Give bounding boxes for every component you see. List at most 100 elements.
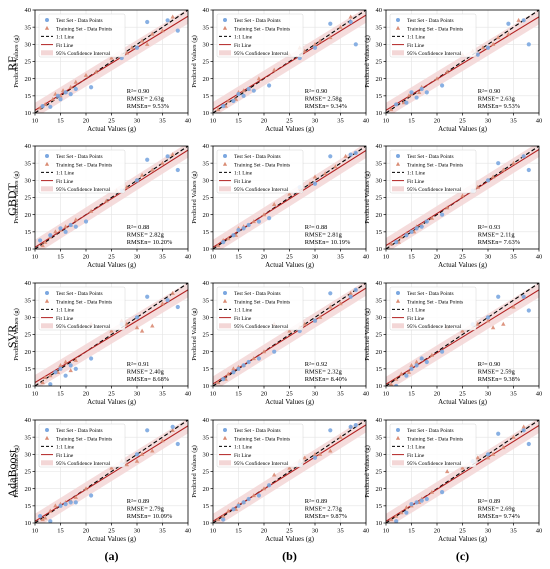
legend-label-train: Training Set - Data Points (56, 436, 112, 442)
train-point (490, 41, 496, 46)
x-tick-label: 10 (210, 528, 217, 535)
y-axis-label: Predicted Values (g) (13, 308, 20, 361)
row-label-gbdt: GBDT (5, 183, 19, 216)
train-point (58, 363, 63, 367)
y-tick-label: 30 (376, 452, 383, 459)
x-tick-label: 25 (459, 528, 466, 535)
identity-line (35, 10, 188, 113)
stats-line-2: RMSEn= 9.34% (305, 103, 348, 110)
data-layer (35, 420, 188, 523)
test-point (521, 294, 526, 299)
x-tick-label: 30 (134, 528, 141, 535)
x-tick-label: 35 (510, 391, 517, 398)
train-point (317, 38, 323, 43)
train-point (124, 462, 129, 467)
x-tick-label: 15 (235, 254, 242, 261)
x-tick-label: 40 (363, 254, 370, 261)
train-point (460, 328, 465, 333)
y-tick-label: 30 (25, 452, 32, 459)
subplot-r1-c0: 10 15 20 25 30 35 40 10 15 20 25 30 35 40 Actual Value… (13, 143, 191, 269)
test-point (145, 294, 150, 299)
test-point (63, 502, 68, 507)
column-label-0: (a) (105, 549, 119, 563)
test-point (58, 97, 63, 102)
x-tick-label: 25 (108, 528, 115, 535)
test-point (409, 366, 414, 371)
test-point (409, 502, 414, 507)
x-tick-label: 20 (83, 528, 90, 535)
column-label-1: (b) (282, 549, 297, 563)
x-tick-label: 30 (134, 254, 141, 261)
legend-box (389, 13, 477, 58)
test-point (496, 294, 501, 299)
legend-box (216, 286, 304, 331)
train-point (139, 38, 145, 43)
stats-line-0: R²= 0.89 (127, 498, 150, 505)
test-point (73, 224, 78, 229)
legend-label-ci: 95% Confidence Interval (234, 460, 289, 467)
train-point (261, 486, 267, 491)
x-tick-label: 40 (363, 391, 370, 398)
y-tick-label: 15 (376, 93, 383, 100)
legend: Test Set - Data Points Training Set - Dat… (216, 423, 304, 468)
x-tick-label: 20 (434, 254, 441, 261)
data-layer (386, 10, 539, 113)
train-point (40, 243, 45, 248)
stats-line-1: RMSE= 2.58g (305, 96, 343, 103)
x-tick-label: 30 (485, 118, 492, 125)
y-axis-label: Predicted Values (g) (191, 308, 198, 361)
legend-label-train: Training Set - Data Points (234, 299, 290, 305)
y-tick-label: 15 (25, 503, 32, 510)
identity-line (213, 10, 366, 113)
test-point (424, 359, 429, 365)
x-tick-label: 35 (510, 254, 517, 261)
stats-line-1: RMSE= 2.82g (127, 232, 165, 239)
stats-line-0: R²= 0.89 (478, 498, 501, 505)
train-point (109, 465, 114, 470)
y-tick-label: 25 (25, 469, 32, 476)
x-tick-label: 40 (536, 391, 543, 398)
x-axis-label: Actual Values (g) (87, 398, 137, 406)
test-point (221, 240, 226, 245)
train-point (48, 508, 53, 513)
legend-label-identity: 1:1 Line (234, 171, 253, 177)
x-tick-label: 10 (32, 254, 39, 261)
train-point (394, 513, 399, 518)
x-tick-label: 35 (159, 254, 166, 261)
x-tick-label: 40 (363, 118, 370, 125)
legend-label-ci: 95% Confidence Interval (407, 460, 462, 467)
x-tick-label: 15 (408, 118, 415, 125)
train-point (226, 371, 231, 376)
train-point (226, 236, 231, 241)
train-point (394, 376, 399, 381)
legend-label-fit: Fit Line (56, 453, 74, 459)
legend-label-train: Training Set - Data Points (234, 26, 290, 32)
train-point (170, 427, 175, 432)
stats-line-0: R²= 0.90 (478, 361, 501, 368)
train-point (104, 198, 109, 203)
x-tick-label: 30 (312, 254, 319, 261)
y-tick-label: 15 (203, 93, 210, 100)
stats-line-2: RMSEn= 10.20% (127, 239, 173, 246)
test-point (55, 93, 61, 98)
y-tick-label: 20 (203, 486, 210, 493)
y-tick-label: 25 (203, 195, 210, 202)
y-tick-label: 20 (203, 76, 210, 83)
train-point (490, 174, 496, 179)
legend-label-test: Test Set - Data Points (234, 154, 281, 160)
legend-ci-marker (392, 460, 404, 466)
stats-line-1: RMSE= 2.32g (305, 369, 343, 376)
test-point (312, 181, 318, 186)
legend-ci-marker (41, 460, 53, 466)
legend-label-test: Test Set - Data Points (407, 291, 454, 297)
test-point (526, 441, 531, 447)
legend: Test Set - Data Points Training Set - Dat… (389, 286, 477, 331)
row-label-adaboost: AdaBoost (5, 449, 19, 498)
train-point (445, 205, 450, 210)
train-point (170, 152, 175, 157)
train-point (63, 224, 68, 229)
